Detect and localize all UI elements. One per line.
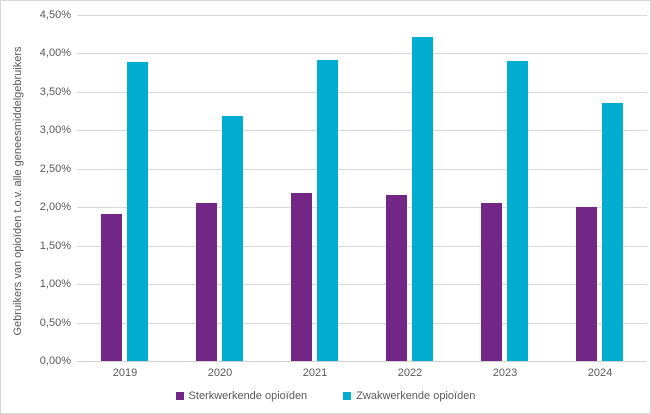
bar-zwakwerkende-2023: [507, 61, 528, 361]
plot-area: [77, 15, 647, 362]
x-axis-label-2022: 2022: [397, 367, 423, 379]
gridline: [77, 323, 647, 324]
bar-sterkwerkende-2023: [481, 203, 502, 361]
bar-sterkwerkende-2021: [291, 193, 312, 361]
y-axis-tick-label: 0,00%: [39, 355, 71, 367]
bar-sterkwerkende-2019: [101, 214, 122, 361]
bar-zwakwerkende-2019: [127, 62, 148, 361]
gridline: [77, 130, 647, 131]
x-axis-label-2019: 2019: [112, 367, 138, 379]
gridline: [77, 53, 647, 54]
x-axis-label-2020: 2020: [207, 367, 233, 379]
y-axis-tick-label: 3,50%: [39, 85, 71, 98]
legend-swatch-icon: [343, 392, 352, 400]
x-axis-label-2024: 2024: [587, 367, 613, 379]
legend-item-zwakwerkende: Zwakwerkende opioïden: [343, 390, 475, 402]
x-axis-label-2021: 2021: [302, 367, 328, 379]
bar-zwakwerkende-2021: [317, 60, 338, 361]
x-axis-label-2023: 2023: [492, 367, 518, 379]
legend-label: Zwakwerkende opioïden: [356, 390, 476, 402]
y-axis-tick-label: 4,50%: [39, 9, 71, 21]
legend-label: Sterkwerkende opioïden: [188, 390, 308, 402]
bar-sterkwerkende-2024: [576, 207, 597, 361]
bar-zwakwerkende-2020: [222, 116, 243, 361]
bar-zwakwerkende-2022: [412, 37, 433, 361]
gridline: [77, 246, 647, 247]
gridline: [77, 207, 647, 208]
gridline: [77, 15, 647, 16]
legend-swatch-icon: [175, 392, 184, 400]
y-axis-tick-label: 2,50%: [39, 162, 71, 175]
bar-sterkwerkende-2022: [386, 195, 407, 361]
y-axis-tick-label: 3,00%: [39, 124, 71, 137]
gridline: [77, 284, 647, 285]
gridline: [77, 169, 647, 170]
y-axis-tick-label: 4,00%: [39, 47, 71, 60]
y-axis-tick-label: 0,50%: [39, 316, 71, 329]
legend-item-sterkwerkende: Sterkwerkende opioïden: [175, 390, 308, 402]
y-axis-tick-label: 1,50%: [39, 239, 71, 252]
legend: Sterkwerkende opioïden Zwakwerkende opioï…: [1, 390, 650, 402]
y-axis-title: Gebruikers van opioïden t.o.v. alle gene…: [12, 46, 24, 336]
x-axis-line: [77, 361, 647, 362]
gridline: [77, 92, 647, 93]
y-axis-tick-label: 1,00%: [39, 278, 71, 291]
y-axis-tick-label: 2,00%: [39, 201, 71, 214]
bar-sterkwerkende-2020: [196, 203, 217, 361]
bar-zwakwerkende-2024: [602, 103, 623, 361]
